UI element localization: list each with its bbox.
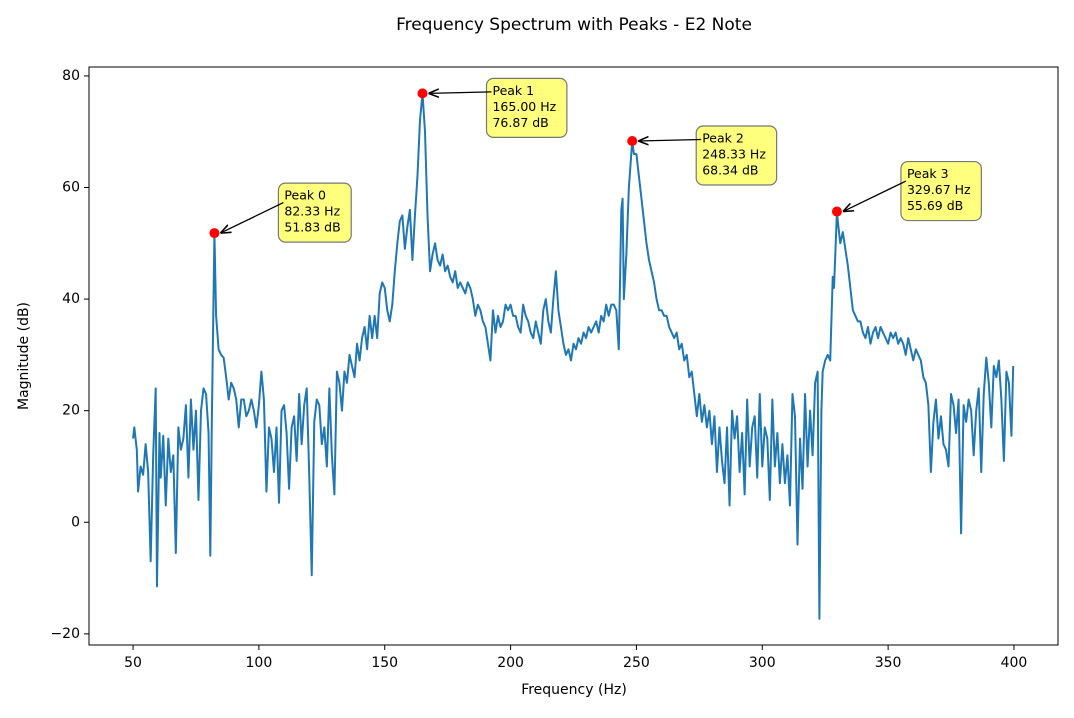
annotation-text: 165.00 Hz xyxy=(492,99,556,114)
annotation-text: Peak 0 xyxy=(284,188,326,203)
x-tick-label: 250 xyxy=(623,655,650,671)
x-tick-label: 300 xyxy=(749,655,776,671)
x-tick-label: 350 xyxy=(875,655,902,671)
annotation-arrow xyxy=(428,92,492,94)
y-tick-label: 80 xyxy=(62,68,80,84)
annotation-text: 82.33 Hz xyxy=(284,204,340,219)
chart-title: Frequency Spectrum with Peaks - E2 Note xyxy=(396,15,752,35)
annotation-text: Peak 1 xyxy=(492,83,534,98)
annotation-box xyxy=(695,125,778,186)
annotation-text: 248.33 Hz xyxy=(702,146,766,161)
annotation-text: 68.34 dB xyxy=(702,162,758,177)
y-tick-label: 40 xyxy=(62,291,80,307)
annotation-arrow xyxy=(638,139,702,141)
x-tick-label: 150 xyxy=(371,655,398,671)
plot-frame xyxy=(88,66,1059,646)
annotation-text: 55.69 dB xyxy=(907,198,963,213)
peak-marker xyxy=(627,135,638,146)
annotation-box xyxy=(485,77,568,138)
y-tick-label: 20 xyxy=(62,403,80,419)
peak-marker xyxy=(417,88,428,99)
x-tick-label: 50 xyxy=(124,655,142,671)
annotation-text: 76.87 dB xyxy=(492,115,548,130)
annotation-arrow xyxy=(220,202,284,234)
annotation-text: Peak 3 xyxy=(907,166,949,181)
annotation-text: Peak 2 xyxy=(702,130,744,145)
y-axis-label: Magnitude (dB) xyxy=(16,302,32,410)
annotation-box xyxy=(277,182,352,243)
y-tick-label: 60 xyxy=(62,180,80,196)
x-tick-label: 100 xyxy=(246,655,273,671)
y-tick-label: −20 xyxy=(50,626,80,642)
peak-marker xyxy=(209,228,220,239)
annotation-arrow xyxy=(843,180,907,212)
peak-marker xyxy=(831,206,842,217)
spectrum-line xyxy=(132,92,1015,620)
annotation-text: 329.67 Hz xyxy=(907,182,971,197)
annotation-text: 51.83 dB xyxy=(284,220,340,235)
x-tick-label: 400 xyxy=(1001,655,1028,671)
x-axis-label: Frequency (Hz) xyxy=(521,682,627,698)
annotation-box xyxy=(900,160,982,222)
x-tick-label: 200 xyxy=(497,655,524,671)
y-tick-label: 0 xyxy=(71,514,80,530)
